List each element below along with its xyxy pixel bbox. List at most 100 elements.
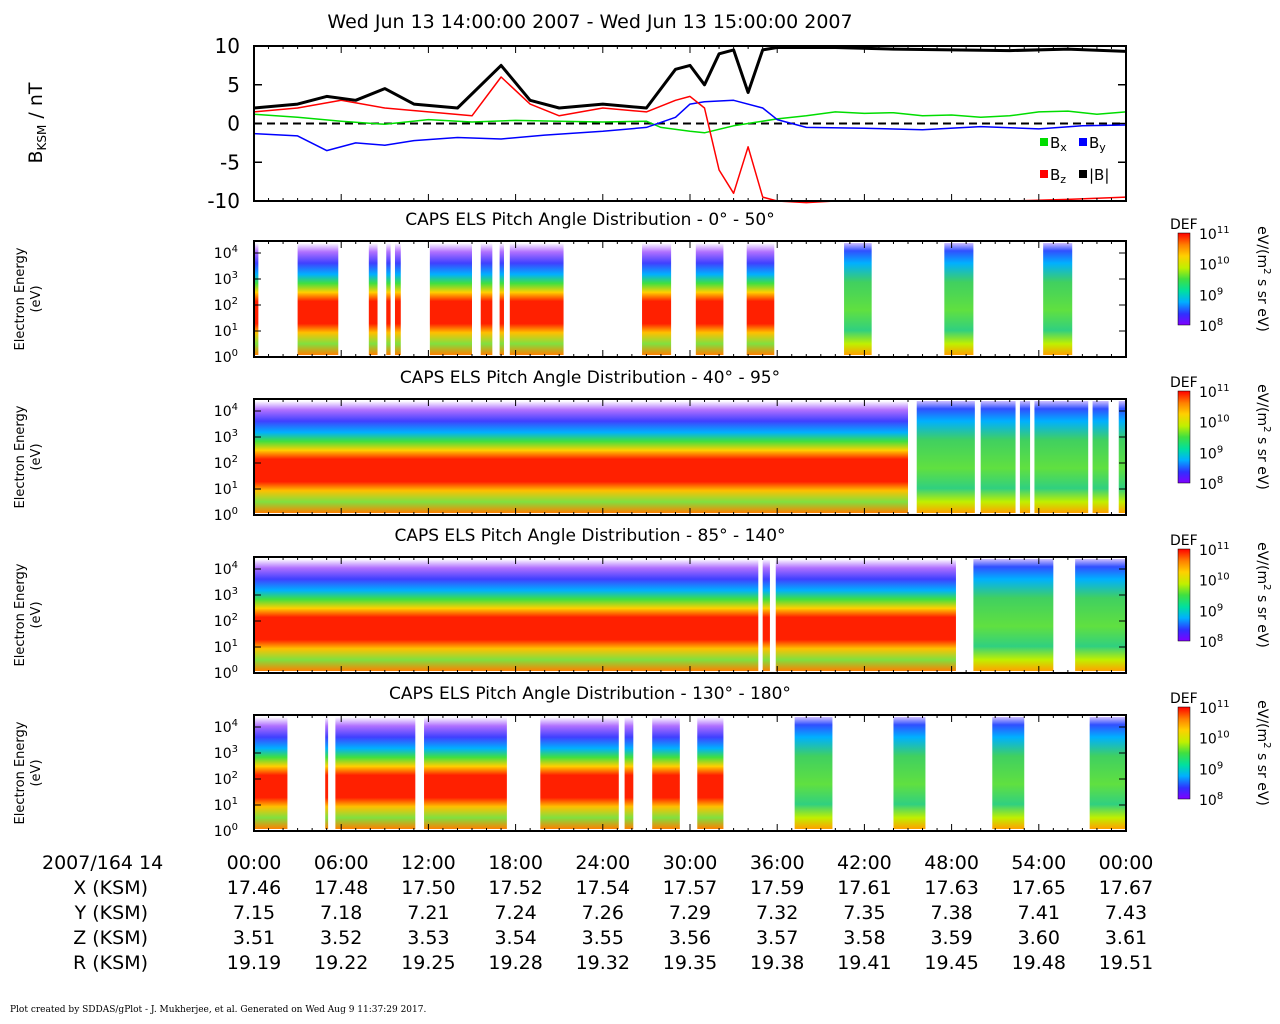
spectrogram-ytick-label: 100 — [214, 822, 238, 840]
colorbar-tick-label: 109 — [1199, 444, 1223, 462]
colorbar-label: DEF — [1170, 375, 1198, 391]
spectrogram-ytick-label: 104 — [214, 718, 238, 736]
spectrogram-panel-1: CAPS ELS Pitch Angle Distribution - 0° -… — [13, 210, 1272, 366]
colorbar-tick-label: 1011 — [1199, 699, 1230, 717]
colorbar-tick-label: 108 — [1199, 633, 1223, 651]
colorbar-tick-label: 108 — [1199, 317, 1223, 335]
spectrogram-ylabel: Electron Energy(eV) — [13, 563, 44, 666]
colorbar-unit: eV/(m2 s sr eV) — [1254, 384, 1272, 490]
ephemeris-value: 17.57 — [663, 877, 717, 899]
ephemeris-value: 7.41 — [1018, 902, 1060, 924]
footer-credit: Plot created by SDDAS/gPlot - J. Mukherj… — [10, 1005, 427, 1015]
spectrogram-title: CAPS ELS Pitch Angle Distribution - 0° -… — [405, 210, 774, 230]
spectrogram-ytick-label: 104 — [214, 402, 238, 420]
mag-yticks: 10 5 0 -5 -10 — [207, 34, 1126, 213]
spectrogram-ylabel: Electron Energy(eV) — [13, 405, 44, 508]
ephemeris-value: 3.59 — [930, 927, 972, 949]
ephemeris-value: 19.38 — [750, 952, 804, 974]
colorbar — [1177, 390, 1191, 484]
spectrogram-title: CAPS ELS Pitch Angle Distribution - 40° … — [400, 368, 780, 388]
spectrogram-panel-3: CAPS ELS Pitch Angle Distribution - 85° … — [13, 526, 1272, 682]
ephemeris-value: 7.32 — [756, 902, 798, 924]
spectrogram-panel-2: CAPS ELS Pitch Angle Distribution - 40° … — [13, 368, 1272, 524]
spectrogram-ytick-label: 102 — [214, 296, 238, 314]
colorbar-tick-label: 1010 — [1199, 414, 1230, 432]
spectrogram-ytick-label: 103 — [214, 428, 238, 446]
legend-swatch-bx — [1040, 138, 1048, 146]
ephemeris-value: 19.19 — [227, 952, 281, 974]
ephemeris-value: 7.35 — [843, 902, 885, 924]
spectrogram-data-block — [695, 243, 724, 355]
series-by-line — [253, 99, 1127, 152]
ephemeris-row-label: R (KSM) — [73, 952, 148, 974]
series-bx-line — [253, 110, 1127, 134]
spectrogram-ytick-label: 101 — [214, 480, 238, 498]
spectrogram-data-block — [325, 717, 329, 829]
ephemeris-value: 7.18 — [320, 902, 362, 924]
ephemeris-value: 48:00 — [924, 852, 979, 874]
spectrogram-data-block — [697, 717, 724, 829]
spectrogram-data-block — [386, 243, 391, 355]
spectrogram-ytick-label: 102 — [214, 454, 238, 472]
ephemeris-value: 42:00 — [837, 852, 892, 874]
legend-swatch-by — [1079, 138, 1087, 146]
ephemeris-value: 19.48 — [1012, 952, 1066, 974]
mag-ytick-label: -5 — [220, 150, 240, 174]
spectrogram-ytick-label: 104 — [214, 560, 238, 578]
colorbar — [1177, 548, 1191, 642]
ephemeris-table: 2007/164 14 00:00 06:00 12:00 18:00 24:00 30:0… — [42, 852, 1153, 974]
colorbar — [1177, 232, 1191, 326]
spectrogram-data-block — [499, 243, 504, 355]
mag-ytick-label: 10 — [215, 34, 240, 58]
ephemeris-value: 30:00 — [663, 852, 718, 874]
spectrogram-data-block — [368, 243, 378, 355]
spectrogram-title: CAPS ELS Pitch Angle Distribution - 130°… — [389, 684, 791, 704]
spectrogram-data-block — [1043, 243, 1073, 355]
spectrogram-data-block — [480, 243, 493, 355]
spectrogram-data-block — [944, 243, 974, 355]
figure-title: Wed Jun 13 14:00:00 2007 - Wed Jun 13 15… — [327, 11, 852, 33]
spectrogram-data-block — [254, 401, 908, 513]
spectrogram-data-block — [1075, 559, 1126, 671]
legend-label-by: By — [1089, 134, 1106, 154]
ephemeris-value: 36:00 — [750, 852, 805, 874]
ephemeris-value: 7.21 — [407, 902, 449, 924]
ephemeris-value: 12:00 — [401, 852, 456, 874]
spectrogram-panels: CAPS ELS Pitch Angle Distribution - 0° -… — [13, 210, 1272, 840]
ephemeris-value: 17.67 — [1099, 877, 1153, 899]
spectrogram-data-block — [509, 243, 564, 355]
ephemeris-value: 7.15 — [233, 902, 275, 924]
ephemeris-row-label: Z (KSM) — [73, 927, 148, 949]
spectrogram-data-block — [1034, 401, 1089, 513]
spectrogram-data-block — [992, 717, 1025, 829]
spectrogram-data-block — [1019, 401, 1031, 513]
spectrogram-data-block — [335, 717, 416, 829]
ephemeris-value: 3.53 — [407, 927, 449, 949]
colorbar-tick-label: 109 — [1199, 602, 1223, 620]
spectrogram-data-block — [746, 243, 775, 355]
spectrogram-data-block — [297, 243, 339, 355]
ephemeris-value: 00:00 — [227, 852, 282, 874]
mag-xticks — [253, 46, 1127, 201]
ephemeris-value: 3.57 — [756, 927, 798, 949]
ephemeris-value: 24:00 — [575, 852, 630, 874]
mag-lines — [253, 46, 1127, 204]
ephemeris-value: 3.55 — [582, 927, 624, 949]
ephemeris-value: 19.22 — [314, 952, 368, 974]
spectrogram-title: CAPS ELS Pitch Angle Distribution - 85° … — [394, 526, 785, 546]
spectrogram-data-block — [775, 559, 956, 671]
spectrogram-data-block — [254, 243, 259, 355]
ephemeris-value: 17.65 — [1012, 877, 1066, 899]
spectrogram-data-block — [540, 717, 619, 829]
colorbar-tick-label: 109 — [1199, 286, 1223, 304]
ephemeris-row-label: Y (KSM) — [74, 902, 148, 924]
spectrogram-data-block — [1092, 401, 1109, 513]
ephemeris-value: 54:00 — [1011, 852, 1066, 874]
spectrogram-data-block — [980, 401, 1016, 513]
ephemeris-value: 17.48 — [314, 877, 368, 899]
ephemeris-value: 3.51 — [233, 927, 275, 949]
spectrogram-data-block — [429, 243, 472, 355]
colorbar-tick-label: 1011 — [1199, 383, 1230, 401]
colorbar-unit: eV/(m2 s sr eV) — [1254, 700, 1272, 806]
ephemeris-value: 3.54 — [494, 927, 536, 949]
